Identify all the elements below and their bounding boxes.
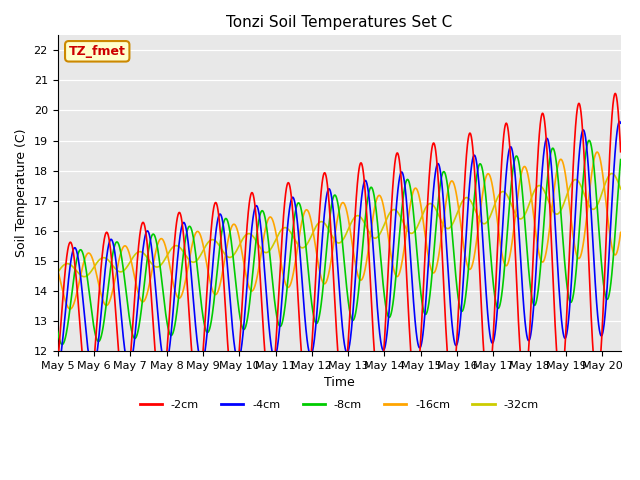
- Text: TZ_fmet: TZ_fmet: [68, 45, 125, 58]
- Legend: -2cm, -4cm, -8cm, -16cm, -32cm: -2cm, -4cm, -8cm, -16cm, -32cm: [135, 396, 543, 415]
- X-axis label: Time: Time: [324, 376, 355, 389]
- Title: Tonzi Soil Temperatures Set C: Tonzi Soil Temperatures Set C: [226, 15, 452, 30]
- Y-axis label: Soil Temperature (C): Soil Temperature (C): [15, 129, 28, 257]
